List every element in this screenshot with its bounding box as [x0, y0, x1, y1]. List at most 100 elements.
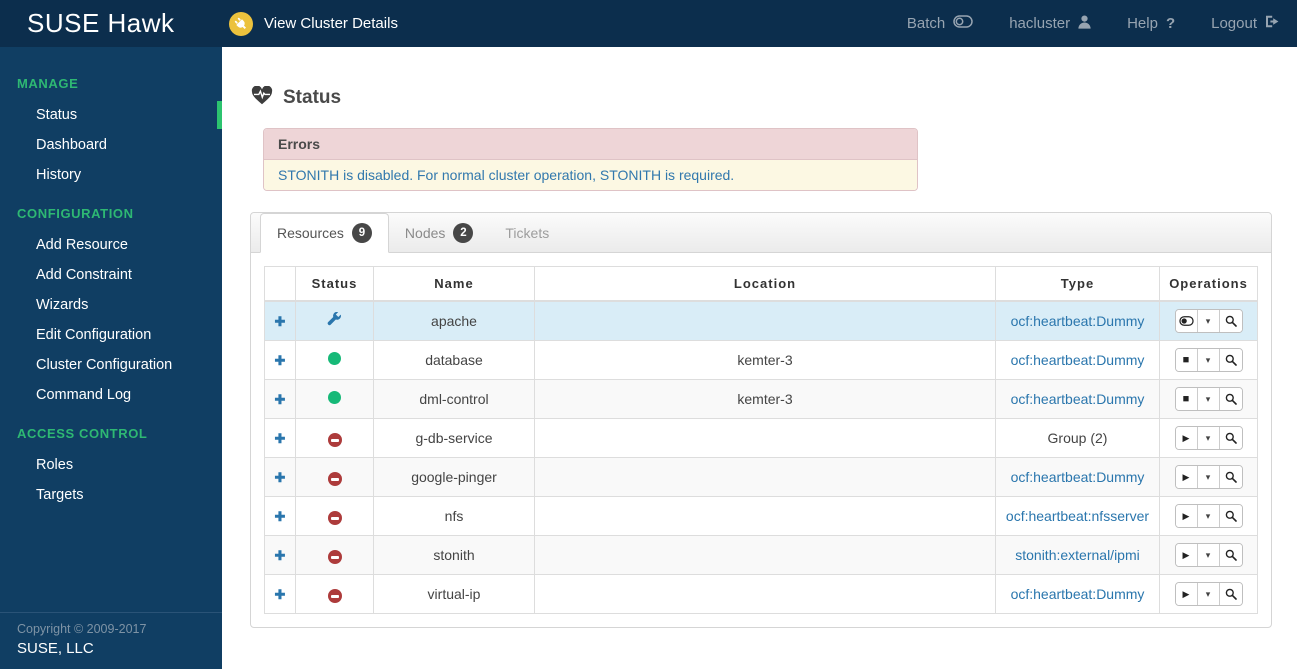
tab-nodes[interactable]: Nodes 2	[389, 213, 489, 253]
sidebar-item-wizards[interactable]: Wizards	[36, 297, 89, 313]
details-magnifier-button[interactable]	[1219, 427, 1242, 449]
details-magnifier-button[interactable]	[1219, 349, 1242, 371]
manage-toggle-button[interactable]	[1175, 310, 1198, 332]
expand-icon[interactable]: ✚	[274, 547, 286, 563]
sidebar-item-cluster-configuration[interactable]: Cluster Configuration	[36, 357, 173, 373]
sidebar-item-targets[interactable]: Targets	[36, 487, 84, 503]
view-cluster-details-button[interactable]: View Cluster Details	[229, 11, 398, 36]
brand-logo[interactable]: SUSE Hawk	[27, 8, 175, 38]
batch-button[interactable]: Batch	[907, 15, 973, 32]
table-row-apache[interactable]: ✚ apache ocf:heartbeat:Dummy	[264, 300, 1258, 341]
header-expand	[264, 266, 296, 302]
logout-button[interactable]: Logout	[1211, 15, 1279, 32]
resource-name: google-pinger	[373, 457, 535, 497]
sidebar-item-history[interactable]: History	[36, 167, 82, 183]
stop-button[interactable]: ■	[1175, 349, 1198, 371]
table-row-database[interactable]: ✚ database kemter-3 ocf:heartbeat:Dummy …	[264, 340, 1258, 380]
toggle-off-icon	[953, 15, 973, 32]
start-button[interactable]: ▶	[1175, 466, 1198, 488]
tab-tickets[interactable]: Tickets	[489, 213, 565, 253]
expand-icon[interactable]: ✚	[274, 508, 286, 524]
errors-panel-message[interactable]: STONITH is disabled. For normal cluster …	[264, 160, 917, 190]
table-row-stonith[interactable]: ✚ stonith stonith:external/ipmi ▶ ▾	[264, 535, 1258, 575]
help-button[interactable]: Help ?	[1127, 15, 1175, 32]
main-content: Status Errors STONITH is disabled. For n…	[222, 47, 1297, 669]
expand-icon[interactable]: ✚	[274, 313, 286, 329]
start-button[interactable]: ▶	[1175, 544, 1198, 566]
sidebar-item-status[interactable]: Status	[0, 100, 222, 130]
resource-type-link[interactable]: ocf:heartbeat:Dummy	[1010, 469, 1145, 485]
operations-dropdown-button[interactable]: ▾	[1197, 388, 1220, 410]
stopped-status-icon	[327, 589, 342, 604]
operations-dropdown-button[interactable]: ▾	[1197, 310, 1220, 332]
sidebar-item-dashboard[interactable]: Dashboard	[36, 137, 107, 153]
table-row-dml-control[interactable]: ✚ dml-control kemter-3 ocf:heartbeat:Dum…	[264, 379, 1258, 419]
resource-type-text: Group (2)	[1047, 430, 1108, 446]
top-bar: SUSE Hawk View Cluster Details Batch	[0, 0, 1297, 47]
resources-table: Status Name Location Type Operations ✚	[264, 266, 1258, 614]
details-magnifier-button[interactable]	[1219, 544, 1242, 566]
details-magnifier-button[interactable]	[1219, 310, 1242, 332]
operations-dropdown-button[interactable]: ▾	[1197, 466, 1220, 488]
stop-button[interactable]: ■	[1175, 388, 1198, 410]
resource-location	[534, 418, 996, 458]
header-operations: Operations	[1159, 266, 1258, 302]
resource-type-link[interactable]: ocf:heartbeat:Dummy	[1010, 391, 1145, 407]
operations-dropdown-button[interactable]: ▾	[1197, 349, 1220, 371]
user-label: hacluster	[1009, 15, 1071, 32]
resource-type-link[interactable]: ocf:heartbeat:Dummy	[1010, 586, 1145, 602]
start-button[interactable]: ▶	[1175, 583, 1198, 605]
sidebar-item-add-constraint[interactable]: Add Constraint	[36, 267, 132, 283]
user-icon	[1078, 15, 1091, 33]
expand-icon[interactable]: ✚	[274, 391, 286, 407]
resource-location	[534, 457, 996, 497]
operations-dropdown-button[interactable]: ▾	[1197, 427, 1220, 449]
expand-icon[interactable]: ✚	[274, 352, 286, 368]
table-row-nfs[interactable]: ✚ nfs ocf:heartbeat:nfsserver ▶ ▾	[264, 496, 1258, 536]
stopped-status-icon	[327, 472, 342, 487]
start-button[interactable]: ▶	[1175, 505, 1198, 527]
expand-icon[interactable]: ✚	[274, 430, 286, 446]
sidebar-item-command-log[interactable]: Command Log	[36, 387, 132, 403]
resource-type-link[interactable]: ocf:heartbeat:nfsserver	[1005, 508, 1150, 524]
resource-type-link[interactable]: ocf:heartbeat:Dummy	[1010, 313, 1145, 329]
sidebar-item-edit-configuration[interactable]: Edit Configuration	[36, 327, 152, 343]
expand-icon[interactable]: ✚	[274, 469, 286, 485]
table-row-google-pinger[interactable]: ✚ google-pinger ocf:heartbeat:Dummy ▶ ▾	[264, 457, 1258, 497]
sidebar-section-access-control: ACCESS CONTROL	[17, 426, 148, 441]
resource-location	[534, 496, 996, 536]
operations-dropdown-button[interactable]: ▾	[1197, 505, 1220, 527]
resource-name: apache	[373, 300, 535, 341]
tab-strip: Resources 9 Nodes 2 Tickets	[251, 213, 1271, 253]
running-status-icon	[328, 391, 341, 404]
operations-dropdown-button[interactable]: ▾	[1197, 583, 1220, 605]
sidebar-item-add-resource[interactable]: Add Resource	[36, 237, 128, 253]
header-type: Type	[995, 266, 1160, 302]
expand-icon[interactable]: ✚	[274, 586, 286, 602]
start-button[interactable]: ▶	[1175, 427, 1198, 449]
tab-resources-label: Resources	[277, 225, 344, 241]
table-row-virtual-ip[interactable]: ✚ virtual-ip ocf:heartbeat:Dummy ▶ ▾	[264, 574, 1258, 614]
details-magnifier-button[interactable]	[1219, 388, 1242, 410]
header-status: Status	[295, 266, 374, 302]
table-row-g-db-service[interactable]: ✚ g-db-service Group (2) ▶ ▾	[264, 418, 1258, 458]
resource-name: stonith	[373, 535, 535, 575]
resource-type-link[interactable]: stonith:external/ipmi	[1015, 547, 1140, 563]
resource-name: virtual-ip	[373, 574, 535, 614]
resource-location: kemter-3	[534, 379, 996, 419]
tab-resources[interactable]: Resources 9	[260, 213, 389, 253]
errors-panel: Errors STONITH is disabled. For normal c…	[263, 128, 918, 191]
resource-name: database	[373, 340, 535, 380]
sidebar-item-roles[interactable]: Roles	[36, 457, 74, 473]
user-menu[interactable]: hacluster	[1009, 15, 1091, 33]
stopped-status-icon	[327, 550, 342, 565]
details-magnifier-button[interactable]	[1219, 466, 1242, 488]
details-magnifier-button[interactable]	[1219, 583, 1242, 605]
operations-dropdown-button[interactable]: ▾	[1197, 544, 1220, 566]
resource-type-link[interactable]: ocf:heartbeat:Dummy	[1010, 352, 1145, 368]
details-magnifier-button[interactable]	[1219, 505, 1242, 527]
heartbeat-icon	[251, 85, 273, 110]
resource-location	[534, 535, 996, 575]
page-header: Status	[251, 85, 1297, 110]
company-name: SUSE, LLC	[17, 640, 94, 657]
